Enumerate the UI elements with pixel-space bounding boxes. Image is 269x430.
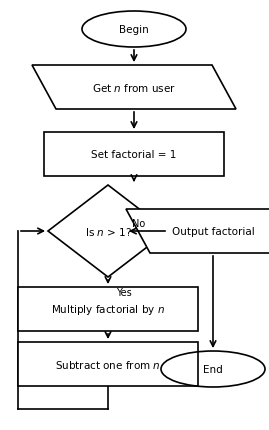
Text: Subtract one from $n$: Subtract one from $n$: [55, 358, 161, 370]
Text: Multiply factorial by $n$: Multiply factorial by $n$: [51, 302, 165, 316]
Polygon shape: [32, 66, 236, 110]
Bar: [18, 287, 198, 331]
Bar: [44, 133, 224, 177]
Text: Set factorial = 1: Set factorial = 1: [91, 150, 177, 160]
Text: Is $n$ > 1?: Is $n$ > 1?: [84, 225, 132, 237]
Bar: [18, 342, 198, 386]
Text: End: End: [203, 364, 223, 374]
Text: Yes: Yes: [116, 287, 132, 297]
Text: Get $n$ from user: Get $n$ from user: [92, 82, 176, 94]
Text: Begin: Begin: [119, 25, 149, 35]
Polygon shape: [48, 186, 168, 277]
Polygon shape: [126, 209, 269, 253]
Text: No: No: [132, 218, 146, 228]
Text: Output factorial: Output factorial: [172, 227, 254, 237]
